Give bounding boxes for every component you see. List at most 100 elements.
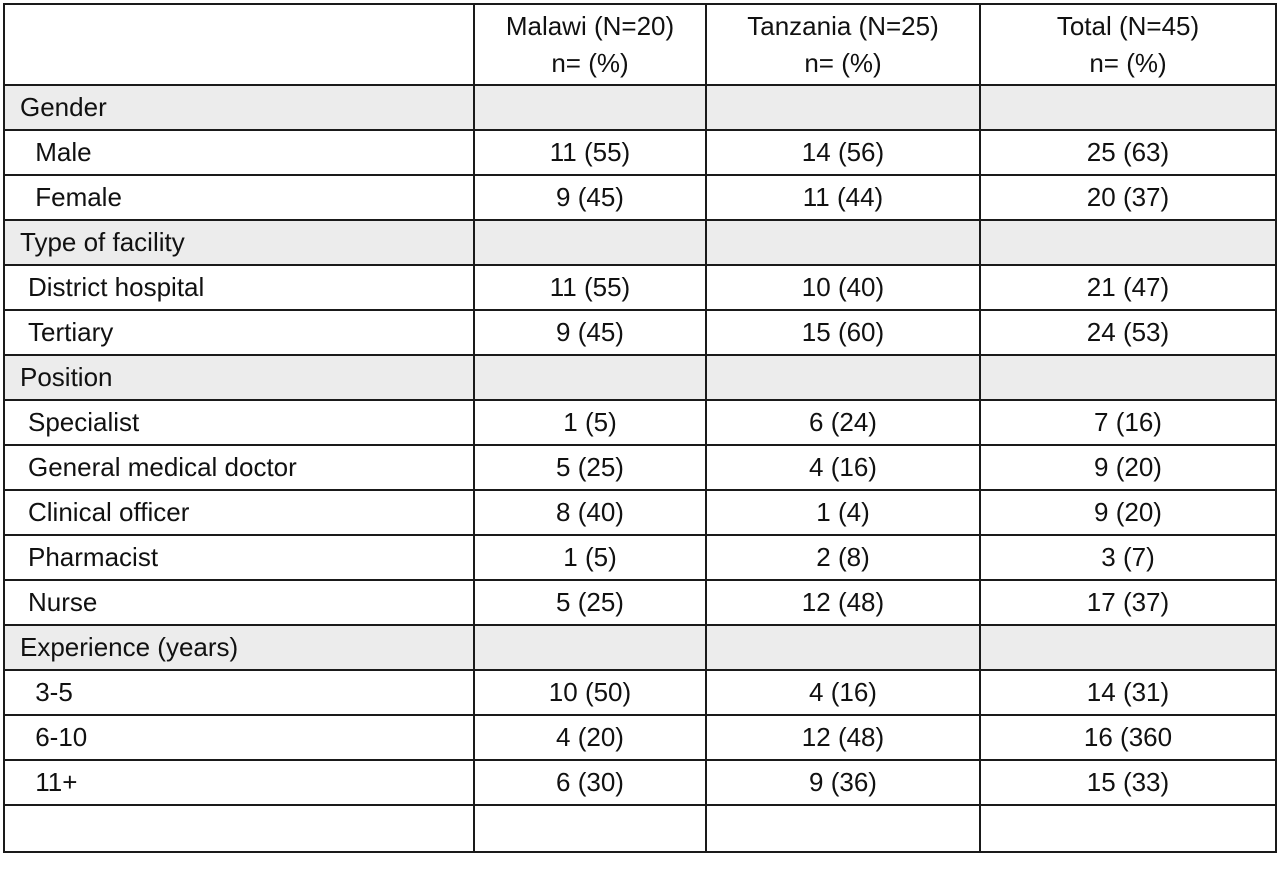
tanzania-value-cell: 4 (16) [705,669,981,716]
header-cell-malawi: Malawi (N=20) n= (%) [473,3,707,86]
tanzania-value-cell: 2 (8) [705,534,981,581]
group-label-cell: Type of facility [3,219,475,266]
malawi-value-cell [473,84,707,131]
group-header-row: Gender [3,84,1277,131]
total-value-cell: 20 (37) [979,174,1277,221]
demographics-table: Malawi (N=20) n= (%) Tanzania (N=25) n= … [3,3,1277,853]
malawi-value-cell: 4 (20) [473,714,707,761]
header-row: Malawi (N=20) n= (%) Tanzania (N=25) n= … [3,3,1277,86]
tanzania-value-cell: 15 (60) [705,309,981,356]
table-row: Male 11 (55) 14 (56) 25 (63) [3,129,1277,176]
table-row: Nurse 5 (25) 12 (48) 17 (37) [3,579,1277,626]
malawi-value-cell: 1 (5) [473,399,707,446]
tanzania-value-cell: 4 (16) [705,444,981,491]
header-subtitle: n= (%) [1089,47,1167,78]
total-value-cell: 15 (33) [979,759,1277,806]
total-value-cell [979,624,1277,671]
tanzania-value-cell [705,84,981,131]
group-header-row: Type of facility [3,219,1277,266]
table-row: Pharmacist 1 (5) 2 (8) 3 (7) [3,534,1277,581]
malawi-value-cell: 5 (25) [473,579,707,626]
row-label-cell: General medical doctor [3,444,475,491]
table-row: Specialist 1 (5) 6 (24) 7 (16) [3,399,1277,446]
total-value-cell: 16 (360 [979,714,1277,761]
row-label-cell: 6-10 [3,714,475,761]
row-label-cell: 11+ [3,759,475,806]
tanzania-value-cell: 1 (4) [705,489,981,536]
header-title: Tanzania (N=25) [747,10,939,41]
row-label-cell: Male [3,129,475,176]
total-value-cell: 21 (47) [979,264,1277,311]
tanzania-value-cell [705,219,981,266]
header-subtitle: n= (%) [804,47,882,78]
malawi-value-cell [473,219,707,266]
row-label-cell: Pharmacist [3,534,475,581]
group-header-row: Position [3,354,1277,401]
malawi-value-cell [473,354,707,401]
table-container: Malawi (N=20) n= (%) Tanzania (N=25) n= … [3,3,1277,853]
total-value-cell [979,354,1277,401]
group-label-cell: Gender [3,84,475,131]
total-value-cell: 17 (37) [979,579,1277,626]
table-row: Clinical officer 8 (40) 1 (4) 9 (20) [3,489,1277,536]
tanzania-value-cell: 6 (24) [705,399,981,446]
malawi-value-cell [473,804,707,853]
table-header: Malawi (N=20) n= (%) Tanzania (N=25) n= … [3,3,1277,86]
malawi-value-cell: 1 (5) [473,534,707,581]
total-value-cell: 24 (53) [979,309,1277,356]
tanzania-value-cell: 12 (48) [705,714,981,761]
total-value-cell: 3 (7) [979,534,1277,581]
table-row: 6-10 4 (20) 12 (48) 16 (360 [3,714,1277,761]
table-row: District hospital 11 (55) 10 (40) 21 (47) [3,264,1277,311]
group-header-row: Experience (years) [3,624,1277,671]
tanzania-value-cell [705,354,981,401]
total-value-cell: 9 (20) [979,444,1277,491]
tanzania-value-cell: 14 (56) [705,129,981,176]
tanzania-value-cell [705,624,981,671]
empty-row [3,804,1277,853]
row-label-cell: Nurse [3,579,475,626]
row-label-cell: Clinical officer [3,489,475,536]
group-label-cell: Experience (years) [3,624,475,671]
table-row: 3-5 10 (50) 4 (16) 14 (31) [3,669,1277,716]
table-row: Female 9 (45) 11 (44) 20 (37) [3,174,1277,221]
malawi-value-cell: 11 (55) [473,129,707,176]
group-label-cell: Position [3,354,475,401]
header-cell-label [3,3,475,86]
total-value-cell: 14 (31) [979,669,1277,716]
tanzania-value-cell [705,804,981,853]
malawi-value-cell: 8 (40) [473,489,707,536]
header-subtitle: n= (%) [551,47,629,78]
header-title: Malawi (N=20) [505,10,675,41]
header-cell-tanzania: Tanzania (N=25) n= (%) [705,3,981,86]
malawi-value-cell [473,624,707,671]
malawi-value-cell: 9 (45) [473,309,707,356]
tanzania-value-cell: 12 (48) [705,579,981,626]
row-label-cell: Tertiary [3,309,475,356]
malawi-value-cell: 6 (30) [473,759,707,806]
row-label-cell: District hospital [3,264,475,311]
tanzania-value-cell: 11 (44) [705,174,981,221]
row-label-cell: 3-5 [3,669,475,716]
tanzania-value-cell: 9 (36) [705,759,981,806]
total-value-cell [979,219,1277,266]
table-row: 11+ 6 (30) 9 (36) 15 (33) [3,759,1277,806]
row-label-cell: Specialist [3,399,475,446]
total-value-cell [979,804,1277,853]
table-body: Gender Male 11 (55) 14 (56) 25 (63) Female 9… [3,84,1277,853]
total-value-cell: 7 (16) [979,399,1277,446]
table-row: General medical doctor 5 (25) 4 (16) 9 (20) [3,444,1277,491]
row-label-cell: Female [3,174,475,221]
tanzania-value-cell: 10 (40) [705,264,981,311]
total-value-cell: 25 (63) [979,129,1277,176]
total-value-cell: 9 (20) [979,489,1277,536]
malawi-value-cell: 9 (45) [473,174,707,221]
row-label-cell [3,804,475,853]
malawi-value-cell: 11 (55) [473,264,707,311]
malawi-value-cell: 5 (25) [473,444,707,491]
total-value-cell [979,84,1277,131]
table-row: Tertiary 9 (45) 15 (60) 24 (53) [3,309,1277,356]
header-title: Total (N=45) [1056,10,1200,41]
malawi-value-cell: 10 (50) [473,669,707,716]
header-cell-total: Total (N=45) n= (%) [979,3,1277,86]
